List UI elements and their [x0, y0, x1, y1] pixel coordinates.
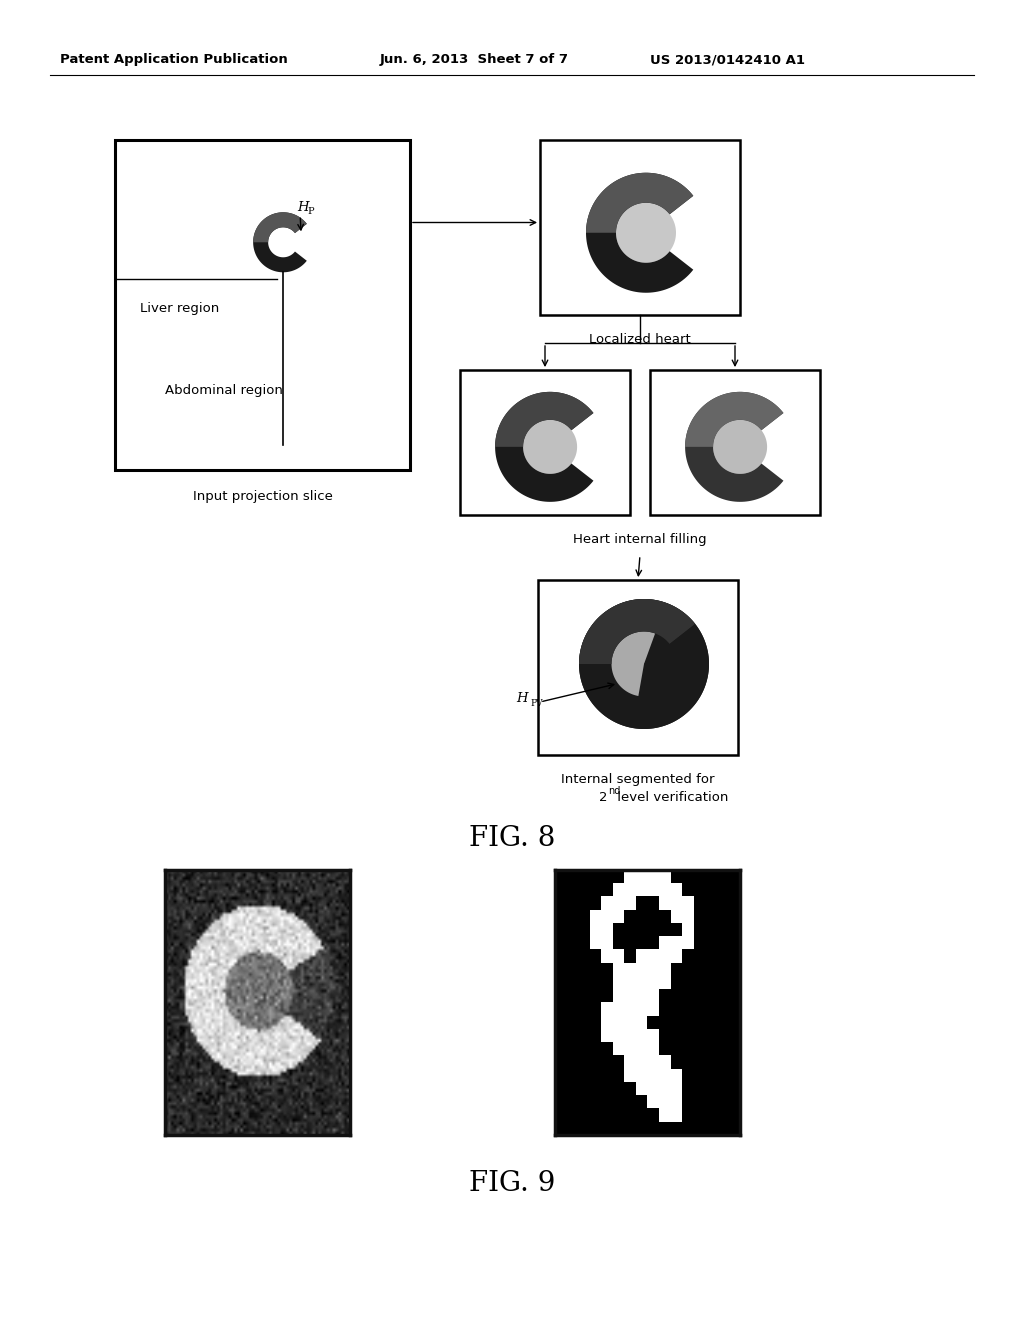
Text: Heart internal filling: Heart internal filling: [573, 533, 707, 546]
Text: Jun. 6, 2013  Sheet 7 of 7: Jun. 6, 2013 Sheet 7 of 7: [380, 54, 569, 66]
Bar: [115, 140, 410, 470]
Polygon shape: [496, 392, 594, 502]
Text: level verification: level verification: [613, 791, 728, 804]
Bar: [540, 140, 740, 315]
Text: Liver region: Liver region: [140, 302, 219, 315]
Polygon shape: [579, 599, 695, 729]
Text: Patent Application Publication: Patent Application Publication: [60, 54, 288, 66]
Polygon shape: [586, 173, 693, 232]
Polygon shape: [586, 173, 693, 293]
Text: H: H: [297, 201, 308, 214]
Bar: [460, 370, 630, 515]
Polygon shape: [253, 213, 307, 243]
Polygon shape: [495, 392, 594, 447]
Polygon shape: [644, 624, 709, 704]
Text: US 2013/0142410 A1: US 2013/0142410 A1: [650, 54, 805, 66]
Polygon shape: [685, 392, 783, 502]
Text: PV: PV: [530, 700, 543, 709]
Polygon shape: [253, 213, 307, 272]
Text: Internal segmented for: Internal segmented for: [561, 774, 715, 785]
Text: Localized heart: Localized heart: [589, 333, 691, 346]
Polygon shape: [579, 599, 695, 664]
Polygon shape: [713, 420, 767, 474]
Text: FIG. 8: FIG. 8: [469, 825, 555, 851]
Bar: [538, 579, 738, 755]
Polygon shape: [579, 599, 709, 729]
Text: H: H: [516, 693, 528, 705]
Bar: [650, 370, 820, 515]
Text: Input projection slice: Input projection slice: [193, 490, 333, 503]
Text: 2: 2: [599, 791, 608, 804]
Polygon shape: [685, 392, 783, 447]
Text: nd: nd: [608, 785, 621, 796]
Polygon shape: [616, 203, 676, 263]
Text: FIG. 9: FIG. 9: [469, 1170, 555, 1197]
Polygon shape: [523, 420, 578, 474]
Text: Abdominal region: Abdominal region: [165, 384, 283, 397]
Text: P: P: [307, 207, 313, 215]
Polygon shape: [583, 602, 666, 725]
